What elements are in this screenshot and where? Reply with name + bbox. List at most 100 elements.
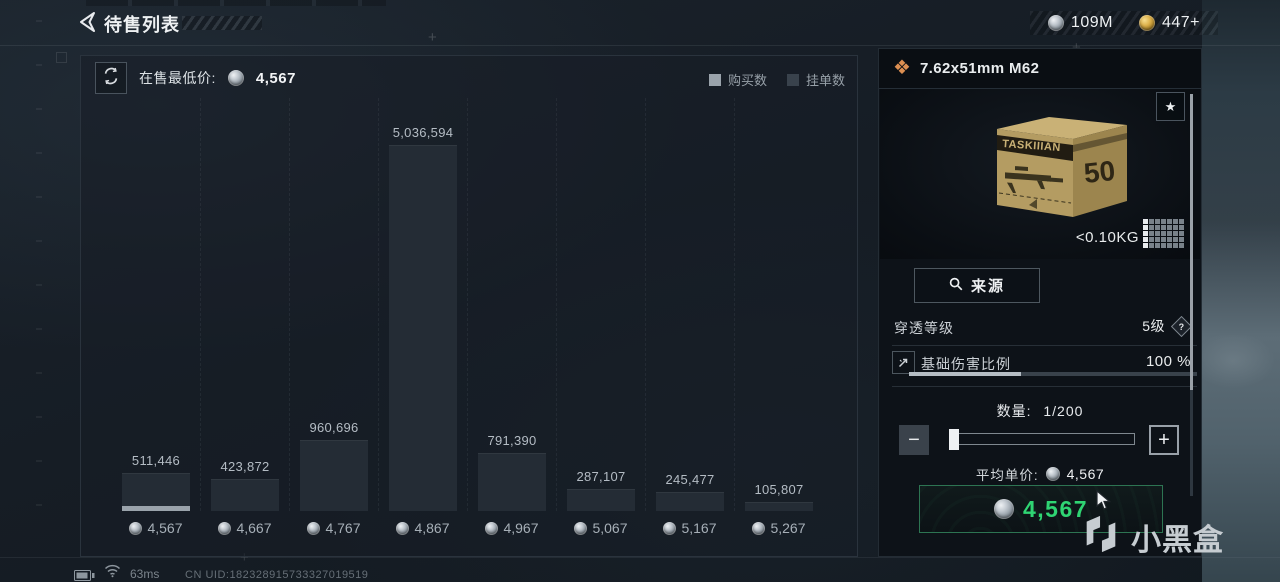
bar	[300, 440, 368, 511]
price-text: 5,167	[681, 520, 717, 536]
bar-price-label: 5,267	[752, 520, 806, 536]
grid-cell	[1161, 225, 1166, 230]
silver-coin-icon	[218, 521, 232, 535]
top-deco-band	[86, 0, 386, 6]
grid-cell	[1155, 225, 1160, 230]
grid-cell	[1155, 231, 1160, 236]
price-text: 4,667	[236, 520, 272, 536]
quantity-minus-button[interactable]: −	[899, 425, 929, 455]
silver-coin-icon	[227, 70, 244, 86]
bar	[478, 453, 546, 511]
grid-cell	[1149, 243, 1154, 248]
item-weight: <0.10KG	[1075, 229, 1139, 246]
bar-value-label: 511,446	[131, 453, 181, 468]
bar-column[interactable]: 245,477 5,167	[656, 98, 724, 536]
currency-display[interactable]: 447+	[1138, 14, 1200, 32]
help-icon[interactable]: ?	[1170, 315, 1193, 337]
grid-cell	[1149, 237, 1154, 242]
rarity-diamond-icon: ❖	[893, 56, 911, 79]
grid-cell	[1173, 225, 1178, 230]
bar-column[interactable]: 287,107 5,067	[567, 98, 635, 536]
size-grid-icon	[1143, 219, 1184, 248]
decor-square	[56, 52, 67, 63]
bar-column[interactable]: 960,696 4,767	[300, 98, 368, 536]
bar-column[interactable]: 105,807 5,267	[745, 98, 813, 536]
price-text: 4,967	[503, 520, 539, 536]
bar-price-label: 4,767	[307, 520, 361, 536]
penetration-value: 5级	[1142, 318, 1165, 334]
heybox-logo-icon	[1080, 514, 1122, 559]
favorite-button[interactable]: ★	[1156, 92, 1185, 121]
watermark: 小黑盒	[1080, 514, 1224, 559]
grid-cell	[1179, 225, 1184, 230]
scrollbar-thumb[interactable]	[1190, 94, 1193, 390]
grid-cell	[1149, 225, 1154, 230]
currency-strip[interactable]: 109M 447+	[1029, 11, 1218, 35]
decor-tick	[36, 20, 42, 22]
bar	[656, 492, 724, 511]
bar	[122, 473, 190, 511]
grid-cell	[1155, 243, 1160, 248]
bar-price-label: 4,867	[396, 520, 450, 536]
grid-cell	[1143, 231, 1148, 236]
bar-column[interactable]: 511,446 4,567	[122, 98, 190, 536]
chart-region: 511,446 4,567 423,872 4,667 960,696 4,767 5,03…	[122, 98, 813, 536]
silver-coin-icon	[752, 521, 766, 535]
buy-price-value: 4,567	[1022, 495, 1089, 522]
price-text: 4,767	[325, 520, 361, 536]
chart-header: 在售最低价: 4,567	[95, 62, 296, 94]
grid-cell	[1143, 219, 1148, 224]
bar-price-label: 4,567	[129, 520, 183, 536]
grid-cell	[1173, 237, 1178, 242]
quantity-slider-handle[interactable]	[948, 429, 959, 450]
buy-button[interactable]: 4,567	[919, 485, 1163, 533]
bar-value-label: 105,807	[754, 482, 804, 497]
decor-tick	[36, 328, 42, 330]
status-divider	[0, 557, 1280, 558]
bar-column[interactable]: 423,872 4,667	[211, 98, 279, 536]
silver-coin-icon	[1045, 467, 1060, 481]
bar	[389, 145, 457, 511]
damage-value: 100 %	[1145, 353, 1191, 370]
legend-item[interactable]: 购买数	[708, 70, 767, 89]
refresh-icon	[102, 67, 120, 90]
currency-display[interactable]: 109M	[1047, 14, 1113, 32]
decor-tick	[36, 152, 42, 154]
grid-cell	[1143, 243, 1148, 248]
grid-cell	[1149, 231, 1154, 236]
penetration-value-group: 5级 ?	[1142, 315, 1193, 337]
source-button[interactable]: 来源	[914, 268, 1040, 303]
bar-column[interactable]: 5,036,594 4,867	[389, 98, 457, 536]
legend-label: 购买数	[727, 73, 767, 88]
decor-plus-icon: +	[1072, 40, 1081, 55]
grid-cell	[1167, 237, 1172, 242]
average-price-label: 平均单价:	[975, 468, 1039, 483]
bar-value-label: 960,696	[309, 420, 359, 435]
grid-cell	[1167, 231, 1172, 236]
bar-column[interactable]: 791,390 4,967	[478, 98, 546, 536]
refresh-button[interactable]	[95, 62, 127, 94]
quantity-slider[interactable]	[945, 428, 1141, 452]
grid-cell	[1167, 225, 1172, 230]
quantity-slider-track[interactable]	[951, 433, 1135, 445]
quantity-row: 数量: 1/200	[879, 401, 1201, 421]
grid-cell	[1173, 243, 1178, 248]
grid-cell	[1179, 243, 1184, 248]
bar-value-label: 5,036,594	[392, 125, 454, 140]
grid-cell	[1161, 243, 1166, 248]
grid-cell	[1155, 237, 1160, 242]
background-scene	[1202, 0, 1280, 582]
silver-coin-icon	[307, 521, 321, 535]
lowest-price-value: 4,567	[255, 69, 296, 87]
average-price-value: 4,567	[1066, 466, 1105, 482]
grid-cell	[1161, 219, 1166, 224]
bar-value-label: 287,107	[576, 469, 626, 484]
decor-plus-icon: +	[428, 29, 437, 46]
legend-item[interactable]: 挂单数	[786, 70, 845, 89]
price-text: 4,567	[147, 520, 183, 536]
back-button[interactable]	[76, 11, 98, 35]
decor-tick	[36, 504, 42, 506]
mouse-cursor	[1096, 489, 1114, 515]
quantity-plus-button[interactable]: +	[1149, 425, 1179, 455]
